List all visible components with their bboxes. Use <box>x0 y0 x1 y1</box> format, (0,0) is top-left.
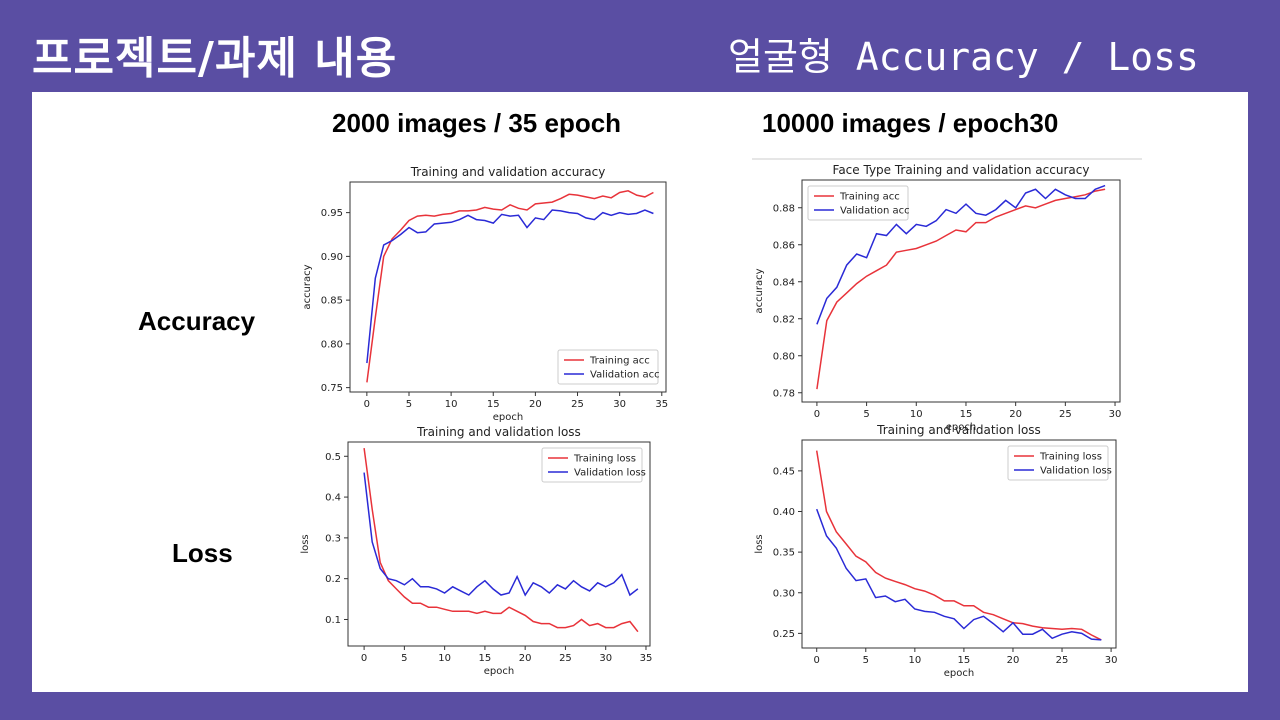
y-tick-label: 0.45 <box>773 466 795 477</box>
x-tick-label: 10 <box>910 409 923 420</box>
series-line-training-acc <box>816 188 1106 390</box>
x-axis-label: epoch <box>493 412 523 423</box>
x-tick-label: 20 <box>1009 409 1022 420</box>
y-tick-label: 0.30 <box>773 588 795 599</box>
y-tick-label: 0.80 <box>773 351 795 362</box>
x-tick-label: 25 <box>571 399 584 410</box>
y-tick-label: 0.40 <box>773 507 795 518</box>
y-tick-label: 0.4 <box>325 493 341 504</box>
y-tick-label: 0.88 <box>773 203 795 214</box>
series-line-training-loss <box>363 448 639 633</box>
x-tick-label: 25 <box>1059 409 1072 420</box>
page-title: 프로젝트/과제 내용 <box>32 33 398 84</box>
x-tick-label: 10 <box>445 399 458 410</box>
y-axis-label: loss <box>300 534 311 553</box>
y-tick-label: 0.95 <box>321 208 343 219</box>
x-tick-label: 15 <box>958 655 971 666</box>
legend-label: Validation loss <box>574 468 646 479</box>
x-tick-label: 20 <box>1007 655 1020 666</box>
legend-label: Validation acc <box>840 206 910 217</box>
x-tick-label: 30 <box>599 653 612 664</box>
x-tick-label: 10 <box>438 653 451 664</box>
x-tick-label: 20 <box>529 399 542 410</box>
y-tick-label: 0.85 <box>321 296 343 307</box>
series-line-validation-loss <box>363 472 639 597</box>
chart-title: Training and validation loss <box>416 425 581 439</box>
y-tick-label: 0.35 <box>773 548 795 559</box>
x-tick-label: 30 <box>1109 409 1122 420</box>
y-tick-label: 0.80 <box>321 339 343 350</box>
chart-title: Training and validation loss <box>876 423 1041 437</box>
x-tick-label: 15 <box>487 399 500 410</box>
series-line-validation-acc <box>366 209 654 364</box>
series-line-training-acc <box>366 190 654 383</box>
legend-label: Training acc <box>839 192 900 203</box>
x-axis-label: epoch <box>946 422 976 433</box>
x-tick-label: 35 <box>655 399 668 410</box>
chart-title: Face Type Training and validation accura… <box>833 163 1090 177</box>
x-tick-label: 10 <box>908 655 921 666</box>
y-tick-label: 0.82 <box>773 314 795 325</box>
legend-label: Training acc <box>589 356 650 367</box>
x-tick-label: 0 <box>814 655 820 666</box>
x-tick-label: 5 <box>863 409 869 420</box>
legend-box <box>557 349 659 385</box>
y-tick-label: 0.5 <box>325 452 341 463</box>
x-tick-label: 25 <box>559 653 572 664</box>
y-tick-label: 0.25 <box>773 629 795 640</box>
y-tick-label: 0.86 <box>773 240 795 251</box>
x-tick-label: 0 <box>364 399 370 410</box>
y-tick-label: 0.84 <box>773 277 795 288</box>
page-subtitle: 얼굴형 Accuracy / Loss <box>728 35 1199 79</box>
legend-label: Validation acc <box>590 370 660 381</box>
legend-box <box>541 447 643 483</box>
x-tick-label: 0 <box>814 409 820 420</box>
x-tick-label: 20 <box>519 653 532 664</box>
y-axis-label: loss <box>754 534 765 553</box>
x-tick-label: 15 <box>479 653 492 664</box>
y-axis-label: accuracy <box>302 264 313 309</box>
legend-box <box>1007 445 1109 481</box>
chart-title: Training and validation accuracy <box>410 165 606 179</box>
series-line-validation-loss <box>815 508 1102 641</box>
x-tick-label: 30 <box>1105 655 1118 666</box>
x-tick-label: 0 <box>361 653 367 664</box>
x-tick-label: 5 <box>863 655 869 666</box>
x-axis-label: epoch <box>944 668 974 679</box>
row-label-loss: Loss <box>172 538 233 568</box>
series-line-validation-acc <box>816 184 1106 325</box>
x-tick-label: 5 <box>406 399 412 410</box>
y-tick-label: 0.3 <box>325 533 341 544</box>
y-tick-label: 0.75 <box>321 383 343 394</box>
x-tick-label: 25 <box>1056 655 1069 666</box>
legend-label: Validation loss <box>1040 466 1112 477</box>
y-tick-label: 0.90 <box>321 252 343 263</box>
x-axis-label: epoch <box>484 666 514 677</box>
legend-label: Training loss <box>1039 452 1102 463</box>
series-line-training-loss <box>815 450 1102 641</box>
y-tick-label: 0.1 <box>325 615 341 626</box>
x-tick-label: 30 <box>613 399 626 410</box>
column-heading-2000: 2000 images / 35 epoch <box>332 108 622 138</box>
x-tick-label: 15 <box>960 409 973 420</box>
legend-box <box>807 185 909 221</box>
y-axis-label: accuracy <box>754 268 765 313</box>
x-tick-label: 5 <box>401 653 407 664</box>
column-heading-10000: 10000 images / epoch30 <box>762 108 1059 138</box>
x-tick-label: 35 <box>640 653 653 664</box>
row-label-accuracy: Accuracy <box>138 306 256 336</box>
figure-top-border <box>752 158 1142 160</box>
y-tick-label: 0.78 <box>773 388 795 399</box>
legend-label: Training loss <box>573 454 636 465</box>
y-tick-label: 0.2 <box>325 574 341 585</box>
